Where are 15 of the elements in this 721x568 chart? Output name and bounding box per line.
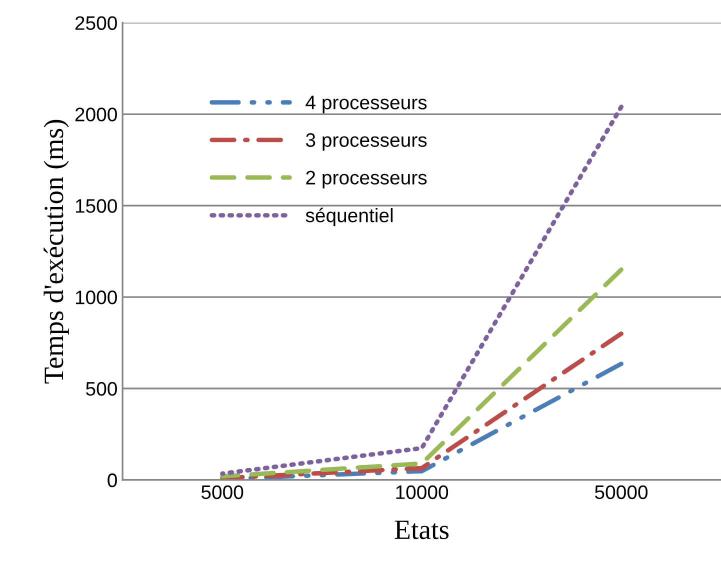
legend-label: 3 processeurs [306,133,427,151]
legend-label: 2 processeurs [306,170,427,188]
x-tick-label: 50000 [595,485,648,500]
legend-label: 4 processeurs [306,96,427,114]
y-axis-title: Temps d'exécution (ms) [44,120,69,384]
y-tick-label: 0 [108,473,117,488]
y-tick-label: 1500 [76,199,117,213]
y-tick-label: 2500 [75,16,117,30]
y-tick-label: 1000 [76,290,117,304]
x-axis-title: Etats [394,520,449,540]
y-tick-label: 2000 [75,108,117,122]
y-tick-label: 500 [86,382,117,396]
x-tick-label: 10000 [396,485,448,500]
x-tick-label: 5000 [201,485,244,500]
legend-label: séquentiel [306,208,393,226]
